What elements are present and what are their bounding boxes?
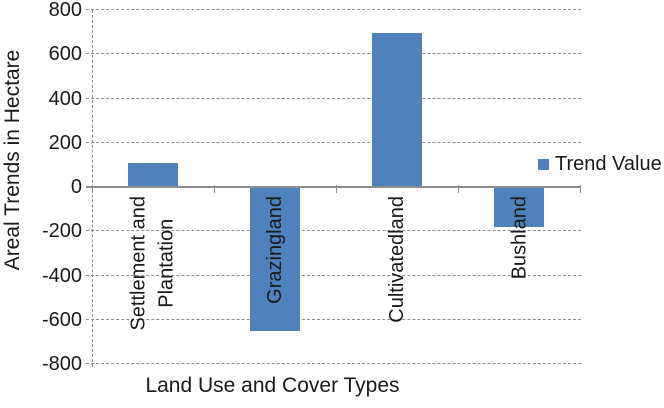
gridline [86,141,581,143]
axis-tick [336,185,337,193]
category-label: Settlement and Plantation [128,196,178,331]
legend: Trend Value [538,151,662,177]
axis-tick [92,185,93,193]
bar-grazingland [250,187,300,331]
gridline [86,274,581,276]
axis-tick [214,185,215,193]
y-tick-label: -800 [41,353,82,375]
category-label: Cultivatedland [386,196,408,323]
bar-cultivatedland [372,33,422,187]
y-tick-label: 200 [48,131,82,154]
gridline [86,97,581,99]
gridline [86,363,581,364]
y-tick-label: -400 [41,264,82,287]
y-tick-label: 600 [48,43,82,66]
gridline [86,318,581,320]
legend-label: Trend Value [555,152,662,175]
category-label: Grazingland [264,196,286,304]
axis-tick [580,185,581,193]
gridline [86,9,581,10]
bar-bushland [494,187,544,227]
gridline [86,230,581,232]
y-axis-title: Areal Trends in Hectare [1,49,24,271]
y-tick-label: -200 [41,220,82,243]
legend-swatch-icon [538,158,549,170]
gridline [86,53,581,55]
x-axis-line [86,186,581,188]
y-tick-label: 400 [48,87,82,110]
axis-tick [458,185,459,193]
y-tick-label: 0 [70,176,82,198]
bar-settlement-and-plantation [128,162,178,187]
y-tick-label: -600 [41,308,82,331]
category-label: Bushland [508,196,530,280]
x-axis-title: Land Use and Cover Types [145,374,400,397]
y-tick-label: 800 [48,0,82,21]
